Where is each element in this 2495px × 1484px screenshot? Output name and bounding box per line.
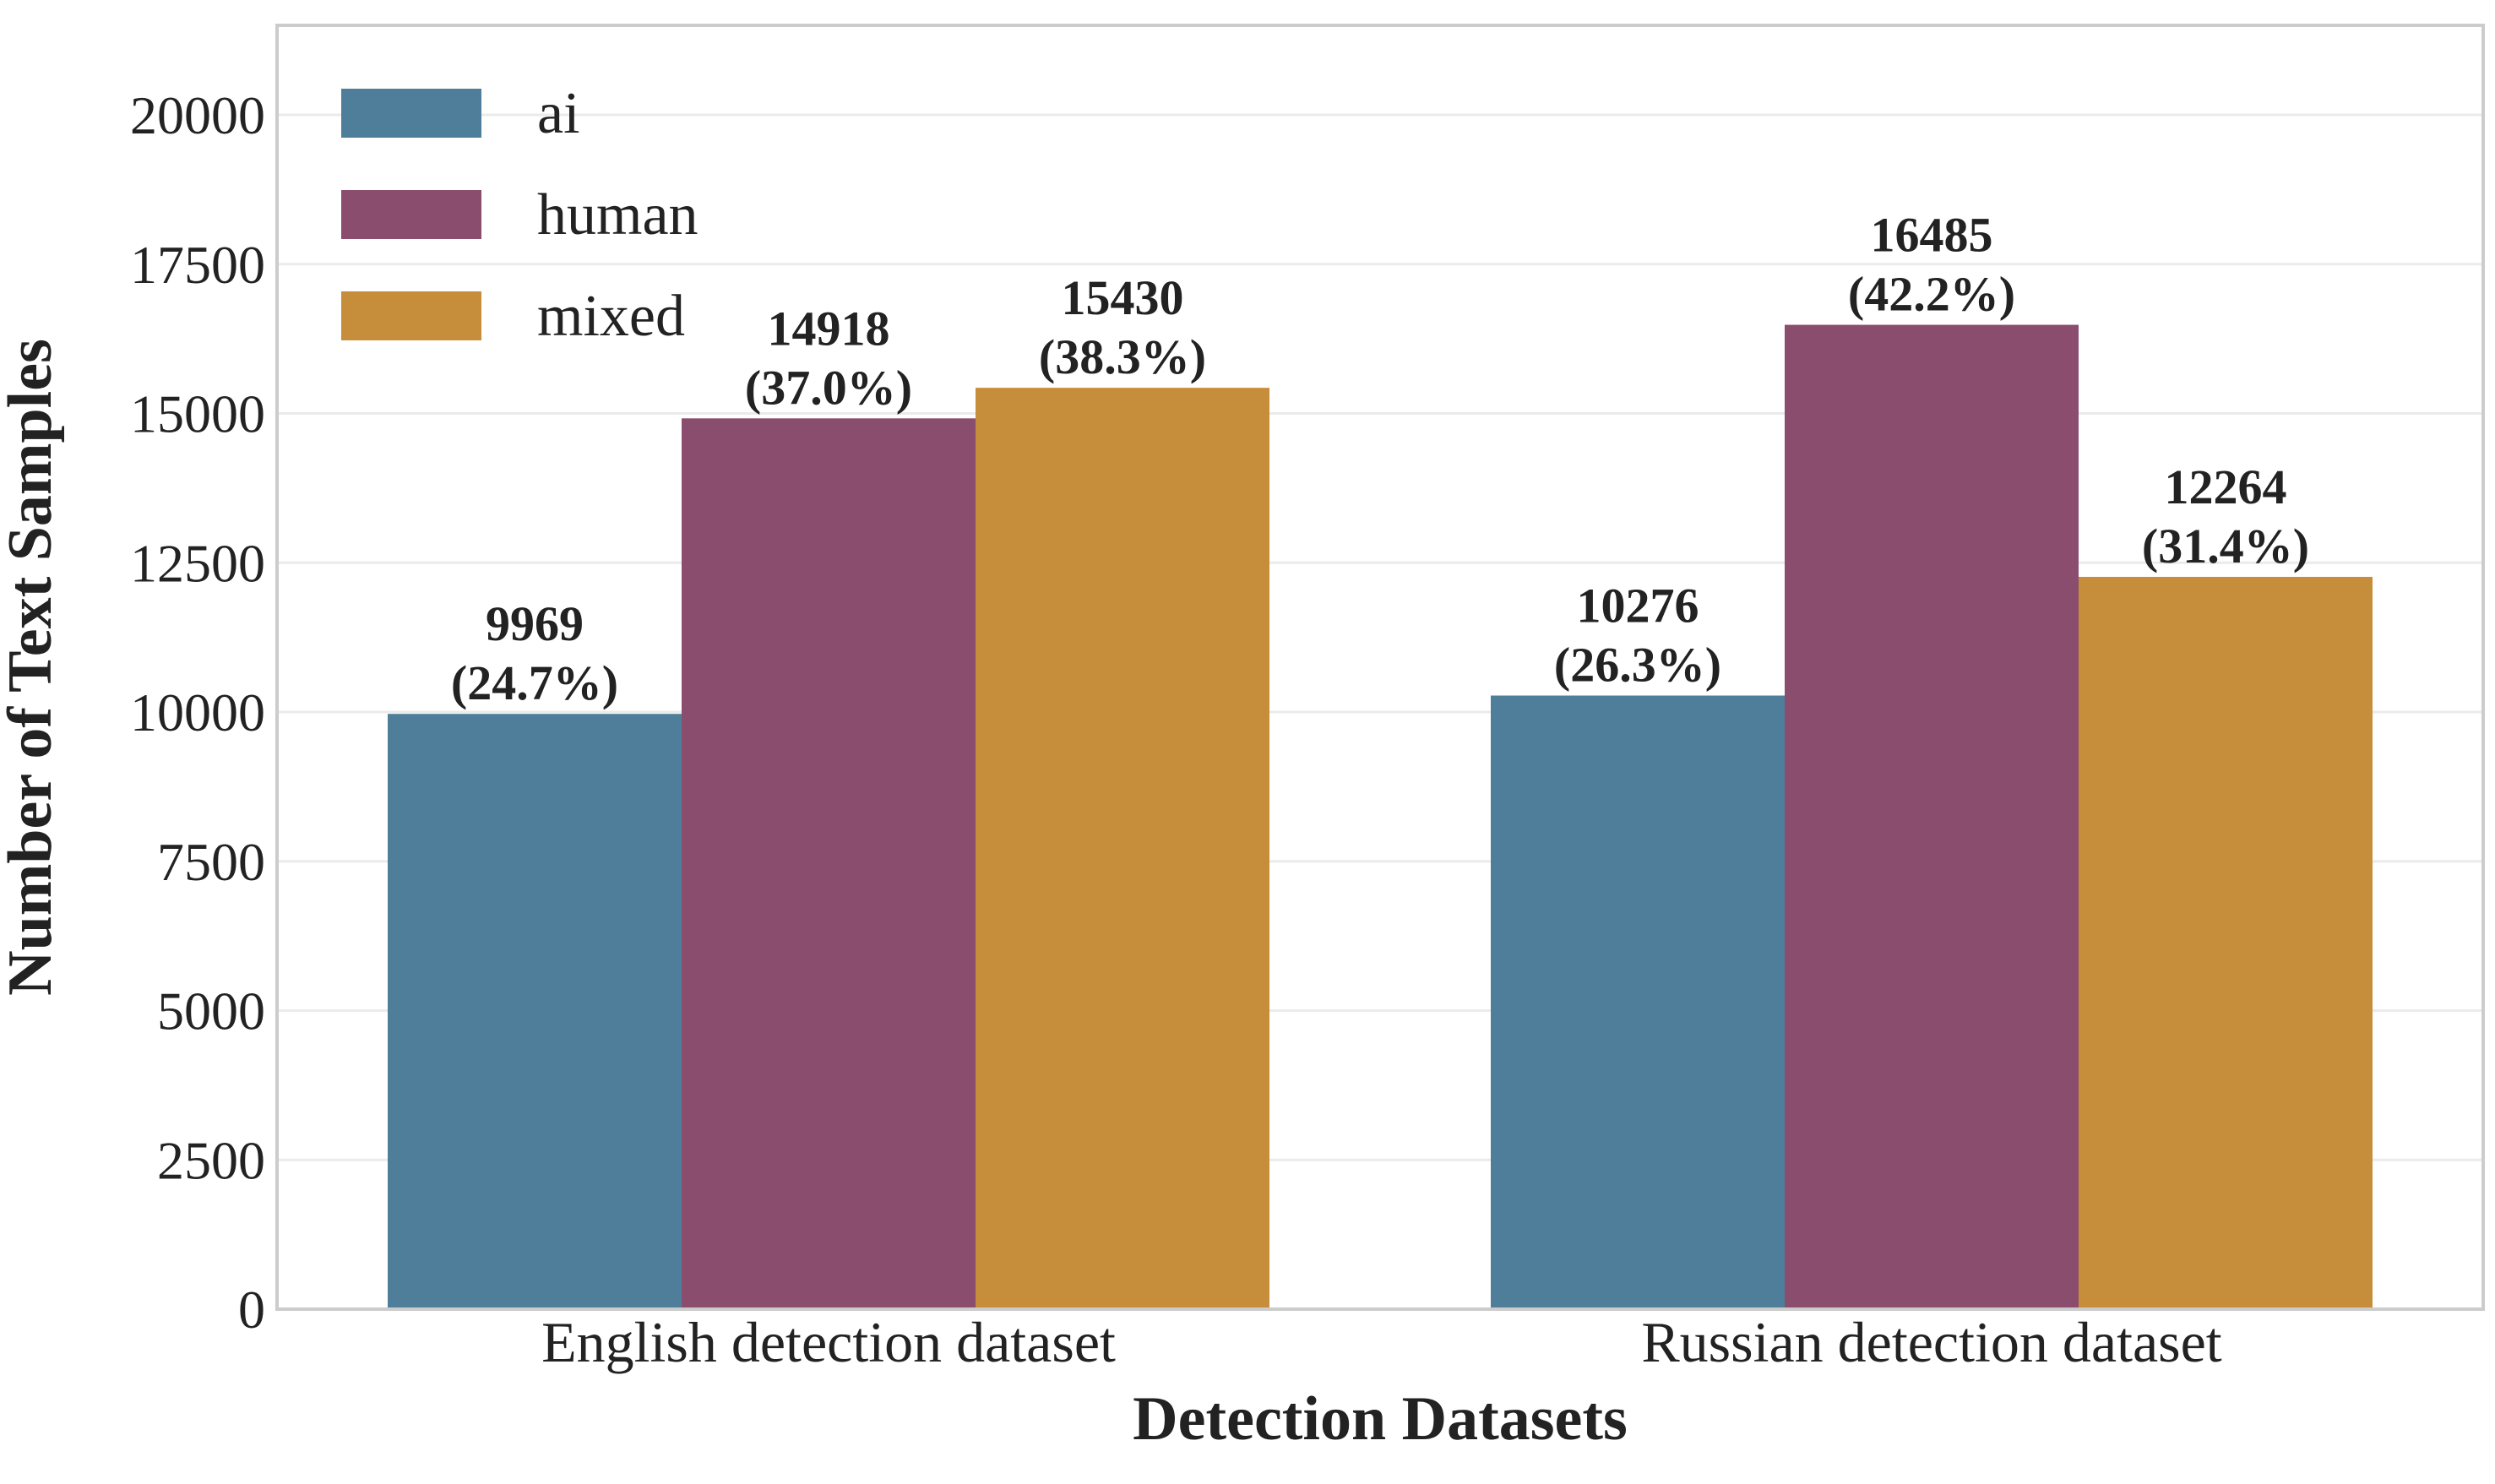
bar-human-english [682, 418, 976, 1310]
legend-label-mixed: mixed [537, 284, 685, 349]
bar-value-label: 12264 [2165, 459, 2287, 514]
legend-swatch-human [341, 190, 481, 239]
bar-value-label: 16485 [1871, 208, 1993, 263]
y-axis-ticks: 0 2500 5000 7500 10000 12500 15000 17500 20000 [130, 85, 265, 1340]
y-tick-label: 5000 [157, 981, 265, 1041]
y-tick-label: 15000 [130, 384, 265, 444]
bar-value-label: 10276 [1577, 579, 1699, 633]
bar-percent-label: (38.3%) [1039, 329, 1206, 384]
bar-human-russian [1785, 324, 2079, 1309]
bar-ai-english [388, 714, 682, 1309]
bar-value-label: 9969 [486, 596, 584, 651]
x-axis-ticks: English detection dataset Russian detecti… [541, 1310, 2222, 1374]
bar-percent-label: (31.4%) [2142, 519, 2309, 573]
bar-ai-russian [1491, 695, 1785, 1309]
legend: ai human mixed [341, 81, 698, 349]
x-tick-label: English detection dataset [541, 1310, 1116, 1374]
y-axis-title: Number of Text Samples [0, 339, 65, 996]
y-tick-label: 17500 [130, 235, 265, 295]
y-tick-label: 2500 [157, 1130, 265, 1190]
y-tick-label: 20000 [130, 85, 265, 145]
y-tick-label: 0 [238, 1280, 265, 1340]
legend-label-human: human [537, 182, 698, 247]
bar-percent-label: (42.2%) [1848, 267, 2015, 322]
bar-percent-label: (24.7%) [451, 655, 618, 710]
bar-percent-label: (37.0%) [745, 360, 912, 415]
x-axis-title: Detection Datasets [1133, 1384, 1628, 1454]
legend-label-ai: ai [537, 81, 580, 146]
bars [388, 324, 2373, 1310]
bar-value-label: 15430 [1062, 270, 1184, 325]
bar-value-label: 14918 [768, 301, 890, 356]
y-tick-label: 12500 [130, 533, 265, 593]
bar-mixed-russian [2079, 576, 2373, 1309]
bar-percent-label: (26.3%) [1554, 638, 1721, 693]
y-tick-label: 10000 [130, 682, 265, 742]
legend-swatch-ai [341, 89, 481, 138]
bar-mixed-english [976, 388, 1269, 1309]
plot-frame [275, 24, 2485, 1311]
legend-swatch-mixed [341, 291, 481, 340]
x-tick-label: Russian detection dataset [1641, 1310, 2221, 1374]
bar-value-labels: 9969(24.7%) 14918(37.0%) 15430(38.3%) 10276… [451, 208, 2309, 711]
y-tick-label: 7500 [157, 832, 265, 892]
